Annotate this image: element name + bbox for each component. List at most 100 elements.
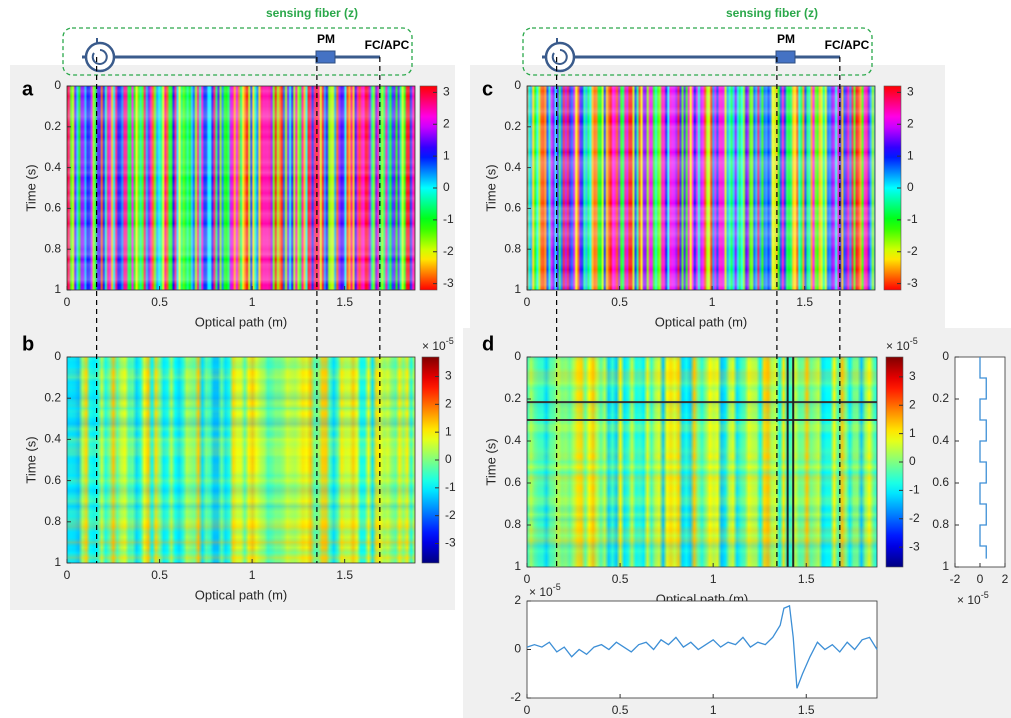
connector-label: FC/APC [365,38,410,52]
circulator-arrow [91,49,108,65]
exponent-power: -5 [446,336,454,346]
x-tick-label: 1.5 [336,295,353,309]
colorbar-tick-label: 0 [445,452,452,466]
x-tick-label: 1 [249,295,256,309]
pm-box [315,50,336,64]
exponent-base: × 10 [886,339,910,353]
plot-frame [66,85,416,291]
colorbar-tick-label: 2 [443,116,450,130]
x-tick-label: 0 [64,295,71,309]
y-tick-label: 0.2 [932,391,949,405]
plot-frame [526,85,876,291]
x-tick-label: -2 [950,572,961,586]
colorbar-tick-label: -2 [907,244,918,258]
heatmap-texture [527,357,877,567]
panel-label: d [482,333,494,355]
colorbar-tick-label: -1 [445,480,456,494]
diagram-title: sensing fiber (z) [726,6,818,20]
exponent-power: -5 [553,582,561,592]
plot-frame [526,600,878,699]
y-tick-label: 0.4 [44,432,61,446]
connector-label: FC/APC [825,38,870,52]
y-tick-label: 1 [54,282,61,296]
pm-box [775,50,796,64]
y-tick-label: 1 [514,282,521,296]
y-tick-label: 0 [514,642,521,656]
diagram-title: sensing fiber (z) [266,6,358,20]
colorbar-tick-label: -1 [443,212,454,226]
axis-exponent: × 10-5 [529,582,561,599]
y-tick-label: 1 [942,559,949,573]
x-tick-label: 0.5 [611,295,628,309]
panel-label: a [22,78,34,100]
y-axis-label: Time (s) [23,164,38,211]
x-tick-label: 0 [524,703,531,717]
y-axis-label: Time (s) [483,164,498,211]
heatmap-texture [67,357,415,563]
y-tick-label: 0.2 [44,119,61,133]
pm-label: PM [777,32,795,46]
colorbar-tick-label: -2 [445,508,456,522]
y-tick-label: 0.2 [504,391,521,405]
colorbar-tick-label: -3 [907,276,918,290]
y-tick-label: -2 [510,690,521,704]
colorbar-tick-label: 3 [909,369,916,383]
circulator [544,41,576,73]
exponent-base: × 10 [529,585,553,599]
y-tick-label: 0.8 [44,514,61,528]
y-tick-label: 0.6 [44,201,61,215]
x-tick-label: 1.5 [798,572,815,586]
diagram-box [62,27,413,76]
data-line [979,357,987,559]
panel-label: c [482,78,493,100]
colorbar-exponent: × 10-5 [422,336,454,353]
colorbar-tick-label: -3 [445,536,456,550]
colorbar-tick-label: 3 [907,85,914,99]
colorbar-tick-label: 2 [907,116,914,130]
x-tick-label: 2 [1002,572,1009,586]
colorbar-tick-label: 0 [443,180,450,194]
circulator [84,41,116,73]
y-tick-label: 0.4 [932,433,949,447]
y-tick-label: 0.6 [504,201,521,215]
x-tick-label: 0.5 [612,572,629,586]
x-tick-label: 0.5 [151,295,168,309]
colorbar-tick-label: 0 [907,180,914,194]
colorbar-tick-label: -1 [909,483,920,497]
pm-label: PM [317,32,335,46]
colorbar-tick-label: 2 [909,397,916,411]
x-axis-label: Optical path (m) [195,587,287,602]
y-tick-label: 0.2 [504,119,521,133]
plot-frame [526,356,878,568]
x-tick-label: 1 [249,568,256,582]
colorbar-tick-label: -3 [909,539,920,553]
y-axis-label: Time (s) [483,438,498,485]
circulator-arrow [551,49,568,65]
y-tick-label: 0.4 [504,433,521,447]
heatmap-texture [67,86,415,290]
x-tick-label: 0 [524,572,531,586]
plot-frame [66,356,416,564]
y-tick-label: 0 [514,78,521,92]
colorbar-tick-label: 1 [443,148,450,162]
x-tick-label: 1 [710,572,717,586]
y-tick-label: 0.6 [932,475,949,489]
x-tick-label: 1 [709,295,716,309]
exponent-power: -5 [910,336,918,346]
exponent-base: × 10 [422,339,446,353]
data-line [526,604,878,689]
y-tick-label: 0 [942,349,949,363]
y-tick-label: 1 [514,559,521,573]
heatmap-texture [527,86,875,290]
colorbar-tick-label: 3 [443,85,450,99]
colorbar-exponent: × 10-5 [886,336,918,353]
x-tick-label: 0.5 [612,703,629,717]
y-tick-label: 2 [514,593,521,607]
colorbar-tick-label: 1 [445,424,452,438]
x-tick-label: 1 [710,703,717,717]
x-tick-label: 0 [977,572,984,586]
y-tick-label: 0 [514,349,521,363]
x-tick-label: 1.5 [796,295,813,309]
colorbar-tick-label: -2 [909,511,920,525]
x-tick-label: 1.5 [798,703,815,717]
